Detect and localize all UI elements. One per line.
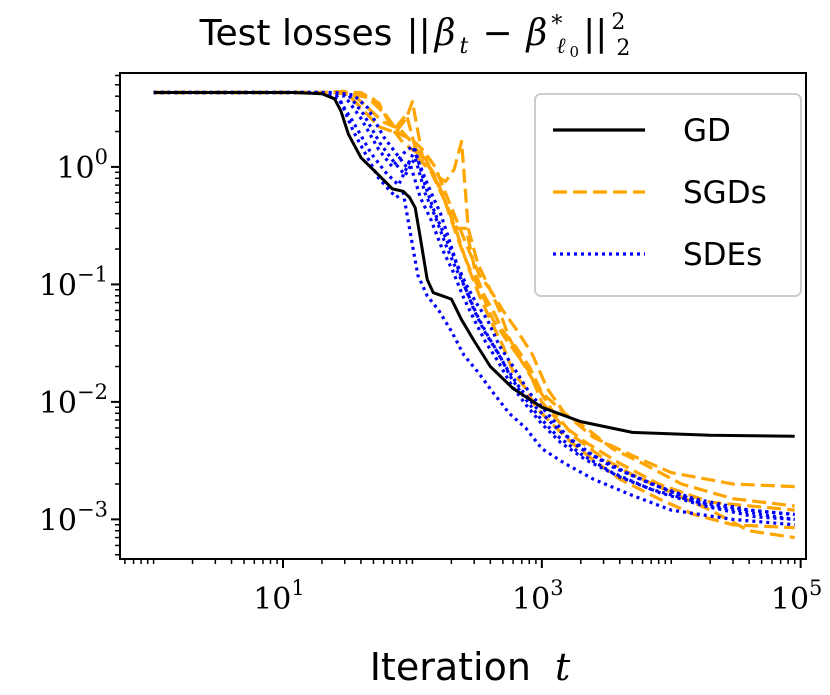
title-sub-ell: ℓ (556, 34, 566, 59)
chart-title-text: Test losses (199, 13, 393, 54)
title-star: * (551, 12, 562, 37)
legend-label-gd: GD (683, 113, 731, 149)
x-axis-ticks: 101 103 105 (253, 559, 822, 617)
series-line-sde-4 (153, 90, 795, 521)
title-beta-2: β (525, 13, 548, 54)
series-line-sde-1 (153, 90, 795, 527)
x-tick-label: 105 (771, 576, 823, 617)
title-beta-1: β (433, 13, 456, 54)
x-tick-label: 101 (253, 576, 305, 617)
y-tick-label: 10−2 (39, 380, 108, 421)
title-sub-zero: 0 (570, 43, 580, 61)
title-bars-right: || (583, 13, 607, 54)
legend-label-sdes: SDEs (683, 237, 762, 273)
x-axis-label: Iteration t (370, 645, 571, 689)
series-line-sgd-3 (153, 90, 795, 512)
axes-frame (119, 72, 807, 560)
legend: GD SGDs SDEs (534, 93, 802, 297)
y-tick-label: 10−3 (39, 497, 108, 538)
legend-label-sgds: SGDs (683, 175, 767, 211)
series-line-sgd-4 (153, 90, 795, 530)
x-axis-label-var: t (555, 645, 571, 689)
series-line-sde-2 (153, 90, 795, 521)
series-line-sgd-1 (153, 89, 795, 489)
y-axis-ticks: 100 10−1 10−2 10−3 (39, 145, 120, 538)
title-sub-2: 2 (616, 36, 630, 61)
minor-ticks (115, 74, 796, 564)
x-axis-label-text: Iteration (370, 645, 531, 689)
title-minus: − (482, 13, 512, 54)
y-tick-label: 100 (56, 145, 108, 186)
title-sub-t: t (460, 34, 469, 59)
y-tick-label: 10−1 (39, 262, 108, 303)
title-sup-2: 2 (611, 10, 625, 35)
x-tick-label: 103 (512, 576, 564, 617)
title-bars-left: || (406, 13, 430, 54)
legend-frame (534, 93, 802, 297)
series-layer (153, 89, 795, 540)
series-line-sgd-2 (153, 90, 795, 508)
series-line-sde-5 (153, 90, 795, 517)
chart-title: Test losses || β t − β * ℓ 0 || 2 2 (199, 10, 631, 61)
series-line-sde-3 (153, 90, 795, 517)
svg-text:Test losses || β: Test losses || β t − β * ℓ 0 || 2 2 (199, 10, 631, 61)
series-line-gd (153, 91, 795, 438)
